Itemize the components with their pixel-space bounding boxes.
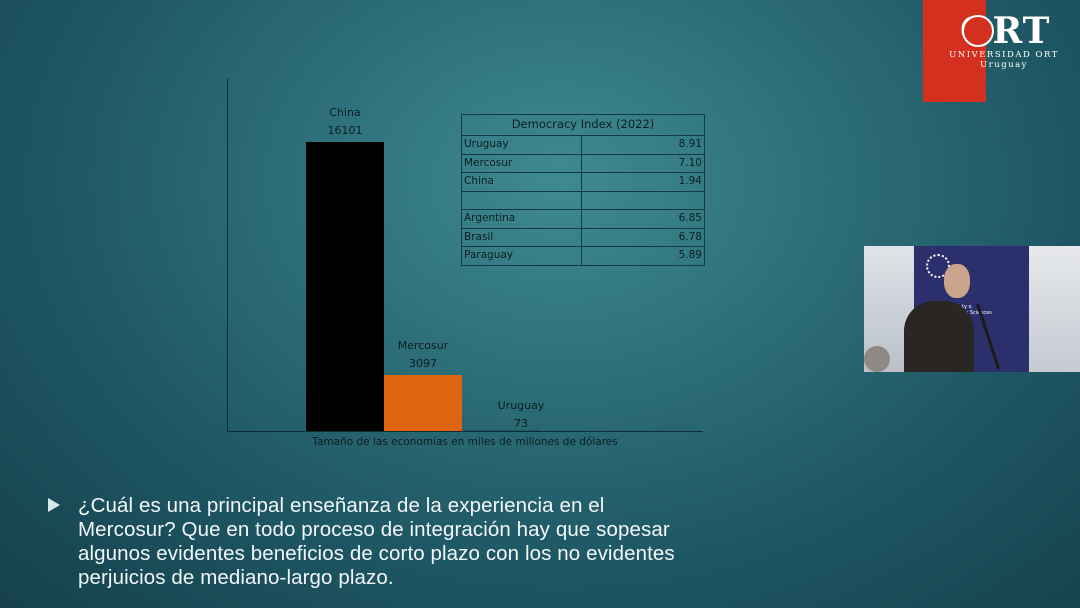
cam-wall-right xyxy=(1029,246,1080,372)
bullet-line: perjuicios de mediano-largo plazo. xyxy=(78,566,394,589)
speaker-head xyxy=(944,264,970,298)
table-cell-country: Argentina xyxy=(461,209,582,229)
democracy-index-table: Democracy Index (2022) Uruguay 8.91 Mercos… xyxy=(461,114,705,266)
bullet-text: ¿Cuál es una principal enseñanza de la e… xyxy=(78,494,878,590)
speaker-webcam: ty o on Sciences xyxy=(864,246,1080,372)
table-row: China 1.94 xyxy=(461,172,705,192)
table-row: Paraguay 5.89 xyxy=(461,246,705,266)
logo-line-university: UNIVERSIDAD ORT xyxy=(949,50,1059,60)
bar-value-label: 73 xyxy=(514,417,528,430)
cam-banner-line: ty o xyxy=(962,304,972,310)
table-cell-country: Mercosur xyxy=(461,153,582,173)
chart-x-axis xyxy=(227,431,703,432)
table-row: Argentina 6.85 xyxy=(461,209,705,229)
table-cell-score: 6.85 xyxy=(581,209,705,229)
chart-x-label: Tamaño de las economías en miles de mill… xyxy=(312,436,618,448)
table-cell-score: 8.91 xyxy=(581,135,705,155)
bar-label: Mercosur 3097 xyxy=(363,337,483,373)
bar-category-label: Mercosur xyxy=(397,339,449,353)
bar-china xyxy=(306,142,384,431)
cam-banner-line: on Sciences xyxy=(962,310,992,316)
table-cell-score: 5.89 xyxy=(581,246,705,266)
table-cell-score: 7.10 xyxy=(581,153,705,173)
table-cell-country: Brasil xyxy=(461,227,582,247)
bar-value-label: 16101 xyxy=(327,124,363,138)
cam-audience-head xyxy=(864,346,890,372)
bullet-line: algunos evidentes beneficios de corto pl… xyxy=(78,542,675,565)
bar-category-label: China xyxy=(329,106,361,120)
bar-label: Uruguay 73 xyxy=(461,397,581,433)
cam-banner-text: ty o on Sciences xyxy=(962,304,992,316)
bar-value-label: 3097 xyxy=(409,357,437,371)
table-cell-country: Paraguay xyxy=(461,246,582,266)
speaker-body xyxy=(904,301,974,372)
play-bullet-icon xyxy=(48,498,78,512)
bar-category-label: Uruguay xyxy=(497,399,545,412)
table-cell-score xyxy=(581,190,705,210)
table-row: Brasil 6.78 xyxy=(461,227,705,247)
table-cell-country: Uruguay xyxy=(461,135,582,155)
table-cell-score: 1.94 xyxy=(581,172,705,192)
ort-globe-icon xyxy=(962,15,994,47)
table-row: Uruguay 8.91 xyxy=(461,135,705,155)
bullet-line: ¿Cuál es una principal enseñanza de la e… xyxy=(78,494,605,517)
chart-y-axis xyxy=(227,78,228,432)
logo-subtitle: UNIVERSIDAD ORT Uruguay xyxy=(938,50,1070,70)
bar-label: China 16101 xyxy=(285,104,405,140)
table-title: Democracy Index (2022) xyxy=(461,114,705,136)
table-cell-country: China xyxy=(461,172,582,192)
bar-mercosur xyxy=(384,375,462,431)
bar-uruguay xyxy=(462,429,540,431)
table-cell-score: 6.78 xyxy=(581,227,705,247)
logo-line-country: Uruguay xyxy=(980,60,1028,70)
table-row xyxy=(461,190,705,210)
bullet-line: Mercosur? Que en todo proceso de integra… xyxy=(78,518,670,541)
table-cell-country xyxy=(461,190,582,210)
table-row: Mercosur 7.10 xyxy=(461,153,705,173)
